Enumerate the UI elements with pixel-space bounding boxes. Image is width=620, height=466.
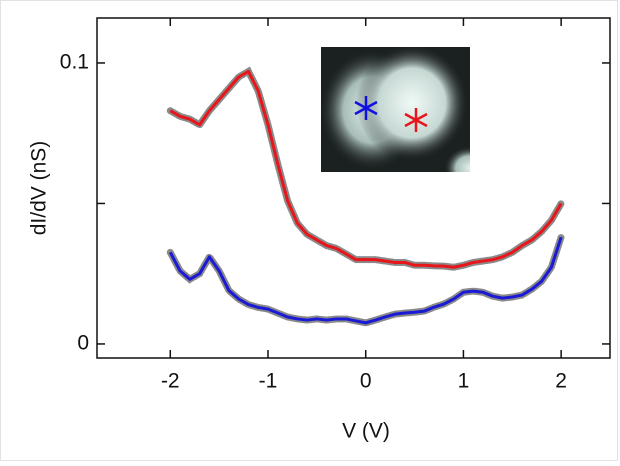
y-tick-label: 0: [77, 331, 89, 354]
y-tick-label: 0.1: [60, 51, 89, 74]
y-axis-label: dI/dV (nS): [28, 141, 51, 236]
series-line: [169, 69, 563, 269]
x-tick-label: -2: [161, 370, 180, 393]
x-tick-label: 2: [555, 370, 567, 393]
x-tick-label: 1: [458, 370, 470, 393]
plot-frame: [96, 17, 611, 359]
x-tick-label: -1: [259, 370, 278, 393]
x-axis-label: V (V): [342, 420, 390, 443]
blue-asterisk: [354, 96, 378, 120]
red-asterisk: [404, 108, 428, 132]
x-tick-label: 0: [360, 370, 372, 393]
inset-image: [321, 47, 470, 172]
series-halo: [166, 233, 565, 327]
plot-area: [166, 66, 565, 327]
series-line: [168, 236, 563, 325]
